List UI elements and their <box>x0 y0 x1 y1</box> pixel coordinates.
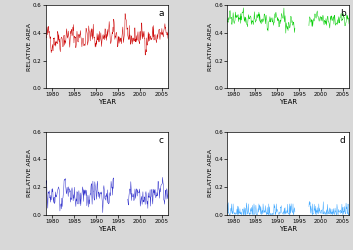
X-axis label: YEAR: YEAR <box>279 226 297 232</box>
Text: a: a <box>158 9 164 18</box>
Y-axis label: RELATIVE AREA: RELATIVE AREA <box>208 23 213 71</box>
Text: b: b <box>340 9 346 18</box>
Text: c: c <box>158 136 163 145</box>
X-axis label: YEAR: YEAR <box>279 99 297 105</box>
Y-axis label: RELATIVE AREA: RELATIVE AREA <box>26 149 31 197</box>
X-axis label: YEAR: YEAR <box>98 226 116 232</box>
Y-axis label: RELATIVE AREA: RELATIVE AREA <box>26 23 31 71</box>
X-axis label: YEAR: YEAR <box>98 99 116 105</box>
Y-axis label: RELATIVE AREA: RELATIVE AREA <box>208 149 213 197</box>
Text: d: d <box>340 136 346 145</box>
